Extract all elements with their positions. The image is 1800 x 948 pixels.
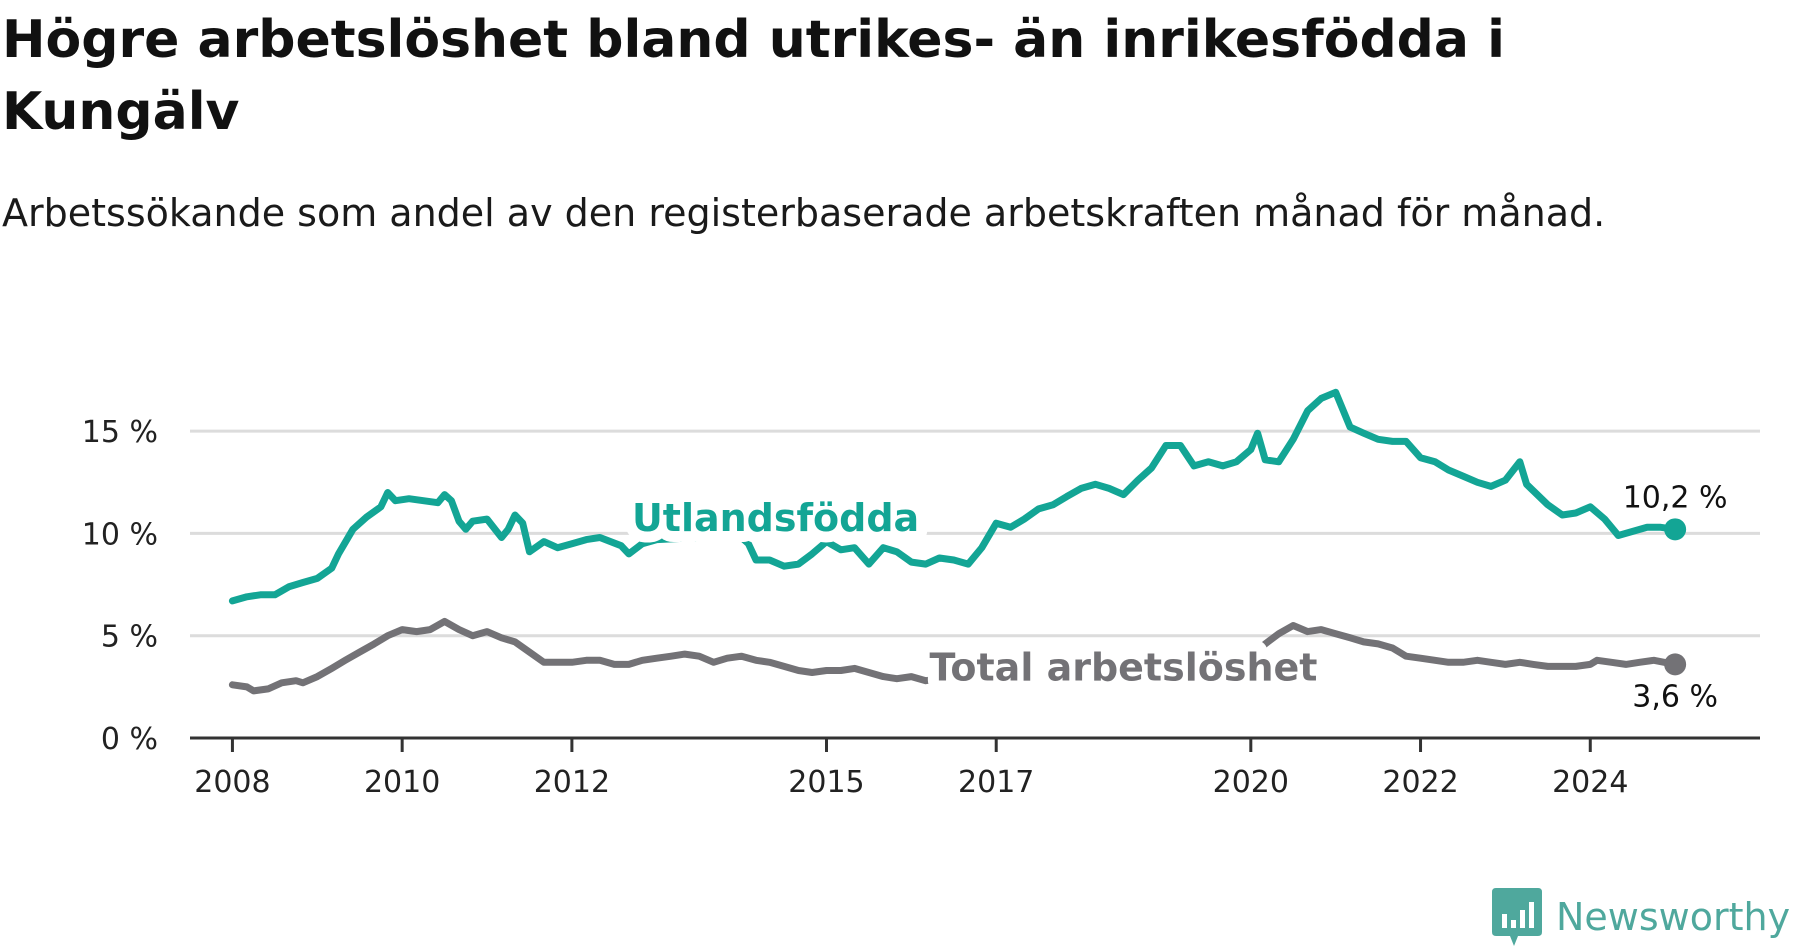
y-tick-label: 15 % [82,415,158,450]
chart-subtitle: Arbetssökande som andel av den registerb… [2,191,1606,235]
x-axis: 2008 2010 2012 2015 2017 2020 2022 2024 [190,736,1760,800]
y-tick-label: 0 % [101,722,158,757]
series-line-utlandsfodda [228,388,1679,605]
x-tick-label: 2024 [1552,765,1628,800]
x-tick-label: 2010 [364,765,440,800]
x-tick-label: 2015 [788,765,864,800]
end-value-label: 10,2 % [1623,480,1728,515]
series-annotation-label: Utlandsfödda [632,496,919,540]
series-end-marker [1664,518,1687,541]
series-end-marker [1664,653,1687,676]
x-tick-label: 2017 [958,765,1034,800]
x-tick-label: 2020 [1213,765,1289,800]
chart-title: Högre arbetslöshet bland utrikes- än inr… [2,10,1505,142]
y-tick-label: 5 % [101,620,158,655]
line-chart: 0 %5 %10 %15 % 2008 2010 2012 2015 2017 2020 2… [82,388,1760,800]
series-annotation-label: Total arbetslöshet [930,645,1318,689]
x-tick-label: 2022 [1382,765,1458,800]
y-tick-label: 10 % [82,517,158,552]
y-axis: 0 % 5 % 10 % 15 % [82,415,158,757]
x-tick-label: 2008 [194,765,270,800]
series-labels: 10,2 %3,6 %UtlandsföddaUtlandsföddaTotal… [621,480,1728,714]
brand-logo[interactable]: Newsworthy [1492,888,1790,946]
brand-name: Newsworthy [1556,895,1791,939]
series-annotation-halo: Utlandsfödda [632,496,919,540]
bar-chart-icon [1492,888,1542,946]
gridlines [190,429,1760,638]
end-value-label: 3,6 % [1632,679,1718,714]
series-lines [228,388,1687,695]
series-line-total [228,617,1679,695]
series-annotation-halo: Total arbetslöshet [930,645,1318,689]
x-tick-label: 2012 [534,765,610,800]
